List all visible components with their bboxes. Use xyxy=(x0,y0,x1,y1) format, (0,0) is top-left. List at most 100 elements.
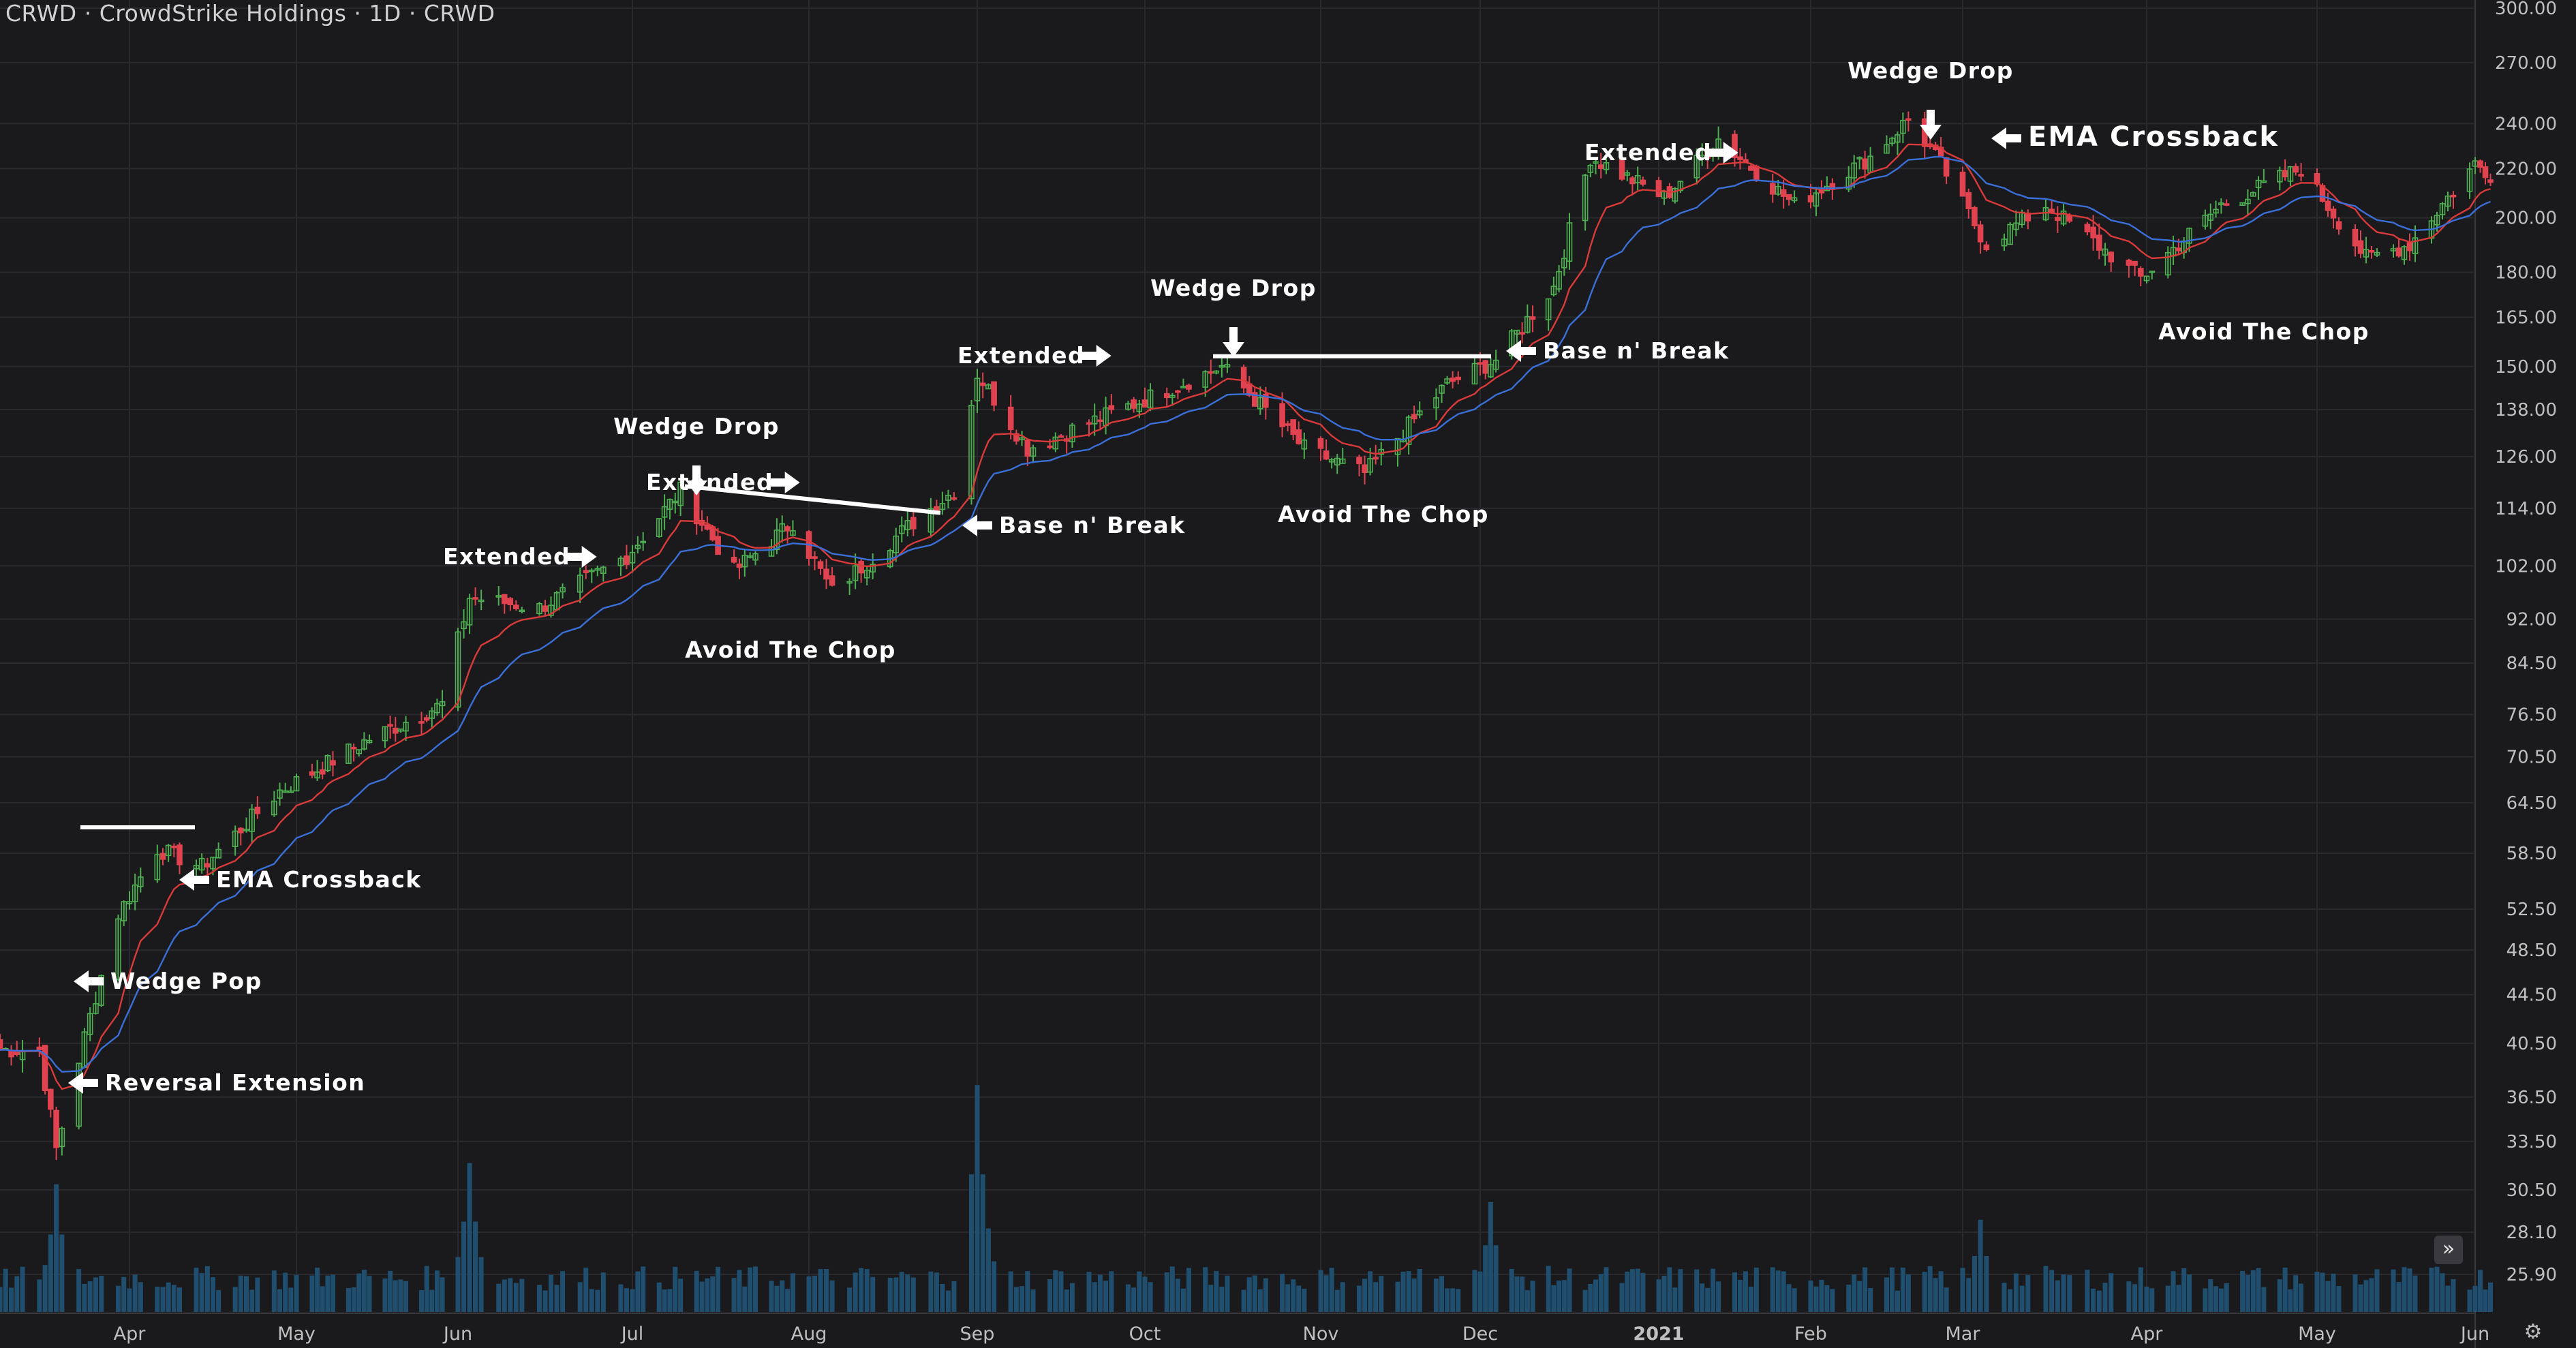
candle-down xyxy=(2352,228,2359,247)
volume-bar xyxy=(1362,1278,1368,1312)
volume-bar xyxy=(694,1270,699,1312)
volume-bar xyxy=(2451,1278,2456,1312)
candle-up xyxy=(1367,458,1373,473)
volume-bar xyxy=(1966,1278,1972,1312)
volume-bar xyxy=(1013,1287,1019,1312)
volume-bar xyxy=(1477,1271,1483,1312)
annotation-label: Extended xyxy=(646,469,773,495)
double-chevron-right-icon[interactable]: » xyxy=(2434,1236,2463,1264)
candle-down xyxy=(817,561,824,569)
volume-bar xyxy=(1716,1281,1721,1312)
candle-up xyxy=(2434,215,2440,226)
candle-up xyxy=(1624,172,1631,176)
candle-down xyxy=(48,1088,54,1110)
candle-down xyxy=(1769,183,1776,195)
volume-bar xyxy=(54,1184,59,1312)
price-tick-label: 126.00 xyxy=(2495,447,2557,468)
candle-up xyxy=(2207,213,2214,221)
candle-down xyxy=(1983,244,1990,250)
candle-down xyxy=(1175,390,1181,393)
volume-bar xyxy=(2299,1283,2304,1312)
candle-up xyxy=(1169,395,1176,398)
volume-bar xyxy=(2412,1275,2418,1312)
annotation-trendlines xyxy=(80,354,1491,830)
volume-bar xyxy=(513,1283,519,1312)
volume-bar xyxy=(309,1275,315,1312)
candle-up xyxy=(2164,251,2171,276)
candle-up xyxy=(1775,185,1781,195)
candle-up xyxy=(1524,316,1531,333)
volume-bar xyxy=(1164,1272,1169,1312)
candle-up xyxy=(2277,170,2283,183)
candle-up xyxy=(1328,459,1335,463)
candle-down xyxy=(1977,224,1984,243)
volume-bar xyxy=(905,1274,910,1312)
volume-bar xyxy=(2132,1284,2138,1312)
volume-bar xyxy=(1439,1276,1445,1312)
candle-up xyxy=(2363,249,2370,258)
candle-up xyxy=(1433,397,1439,409)
volume-bar xyxy=(2055,1280,2060,1312)
gear-icon[interactable]: ⚙ xyxy=(2524,1320,2543,1344)
volume-bar xyxy=(1598,1274,1604,1312)
candle-down xyxy=(1251,392,1258,407)
candle-down xyxy=(2335,221,2342,230)
volume-bar xyxy=(1667,1267,1672,1312)
candle-up xyxy=(677,481,684,506)
volume-bar xyxy=(824,1268,829,1312)
volume-bar xyxy=(1109,1271,1114,1312)
candle-up xyxy=(356,749,363,754)
volume-bar xyxy=(1895,1290,1900,1312)
volume-bar xyxy=(1640,1272,1646,1312)
volume-bar xyxy=(1619,1283,1625,1312)
candle-up xyxy=(536,603,542,615)
volume-bar xyxy=(968,1174,974,1312)
candle-up xyxy=(2013,222,2019,230)
volume-bars xyxy=(0,1085,2493,1312)
price-tick-label: 200.00 xyxy=(2495,209,2557,229)
volume-bar xyxy=(138,1282,143,1312)
candle-up xyxy=(232,830,239,847)
candle-up xyxy=(634,545,641,549)
candle-up xyxy=(661,506,668,518)
candle-up xyxy=(2143,275,2150,281)
volume-bar xyxy=(710,1276,716,1312)
volume-bar xyxy=(2288,1289,2293,1312)
volume-bar xyxy=(315,1268,320,1312)
candle-down xyxy=(1959,171,1966,197)
candle-down xyxy=(2090,226,2096,239)
arrow-down-icon xyxy=(1223,327,1244,357)
candle-up xyxy=(403,722,409,732)
volume-bar xyxy=(2096,1290,2102,1312)
candle-down xyxy=(1007,406,1014,431)
volume-bar xyxy=(2467,1289,2472,1312)
volume-bar xyxy=(115,1285,121,1312)
candle-up xyxy=(382,726,388,741)
volume-bar xyxy=(2396,1282,2402,1312)
volume-bar xyxy=(82,1283,87,1312)
volume-bar xyxy=(2407,1268,2412,1312)
volume-bar xyxy=(2245,1274,2250,1312)
volume-bar xyxy=(1433,1278,1439,1312)
candle-up xyxy=(863,569,870,579)
volume-bar xyxy=(673,1266,678,1312)
volume-bar xyxy=(1131,1287,1137,1312)
candle-down xyxy=(507,598,514,606)
candle-down xyxy=(1780,189,1787,197)
volume-bar xyxy=(859,1268,864,1312)
candle-up xyxy=(1603,162,1610,170)
volume-bar xyxy=(2025,1275,2031,1312)
candle-up xyxy=(974,378,981,401)
volume-bar xyxy=(1069,1283,1075,1312)
candle-up xyxy=(2213,209,2219,214)
candle-up xyxy=(640,540,646,544)
annotation-label: Extended xyxy=(443,543,570,570)
volume-bar xyxy=(560,1271,566,1312)
volume-bar xyxy=(1329,1268,1334,1312)
time-tick-label: Jun xyxy=(2459,1323,2489,1345)
volume-bar xyxy=(1824,1285,1830,1312)
candle-up xyxy=(752,553,758,561)
candle-up xyxy=(559,587,566,593)
candle-up xyxy=(893,535,900,553)
